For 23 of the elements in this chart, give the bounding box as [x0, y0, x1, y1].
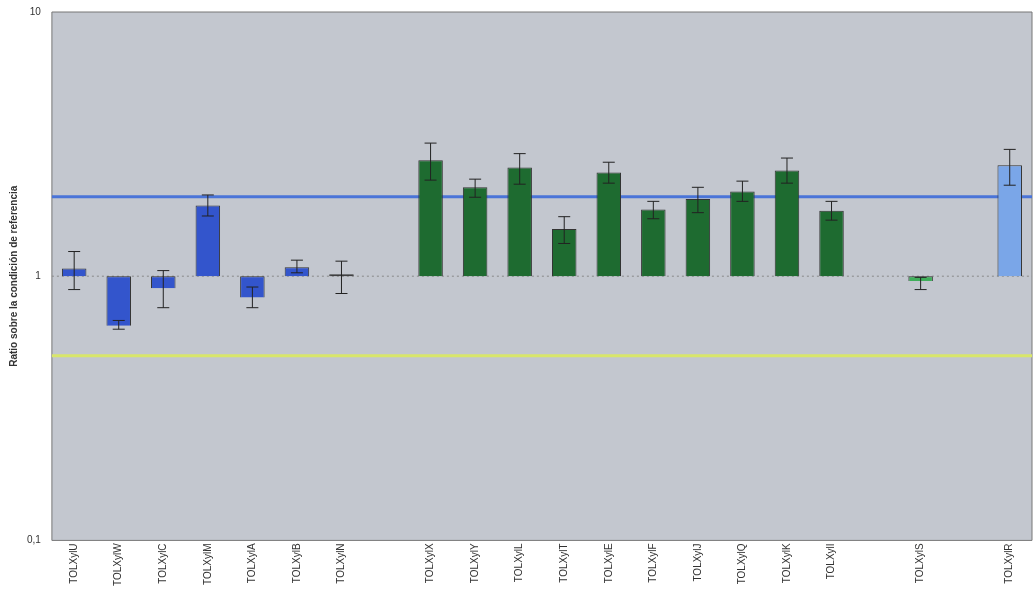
- x-tick-label: TOLXylS: [914, 543, 926, 584]
- x-tick-label: TOLXylX: [424, 543, 436, 584]
- y-tick-label: 10: [29, 5, 42, 17]
- x-tick-label: TOLXylA: [246, 543, 258, 584]
- x-tick-label: TOLXylM: [201, 543, 213, 585]
- x-tick-label: TOLXylF: [647, 543, 659, 583]
- x-tick-label: TOLXylL: [513, 542, 525, 583]
- x-tick-label: TOLXylJ: [691, 543, 703, 582]
- x-tick-label: TOLXylQ: [736, 543, 748, 585]
- y-axis-title: Ratio sobre la condición de referencia: [7, 185, 19, 367]
- x-tick-label: TOLXylR: [1003, 543, 1015, 584]
- x-tick-label: TOLXylB: [290, 543, 302, 584]
- x-tick-label: TOLXylN: [335, 543, 347, 584]
- y-tick-label: 0,1: [27, 534, 42, 546]
- x-tick-label: TOLXylK: [780, 543, 792, 584]
- y-tick-label: 1: [35, 269, 42, 281]
- x-tick-label: TOLXylI: [825, 543, 837, 580]
- x-tick-label: TOLXylC: [157, 543, 169, 584]
- x-tick-label: TOLXylU: [67, 543, 79, 584]
- x-tick-label: TOLXylY: [468, 543, 480, 584]
- x-tick-label: TOLXylT: [557, 543, 569, 583]
- x-tick-label: TOLXylE: [602, 543, 614, 584]
- x-tick-label: TOLXylW: [112, 542, 124, 587]
